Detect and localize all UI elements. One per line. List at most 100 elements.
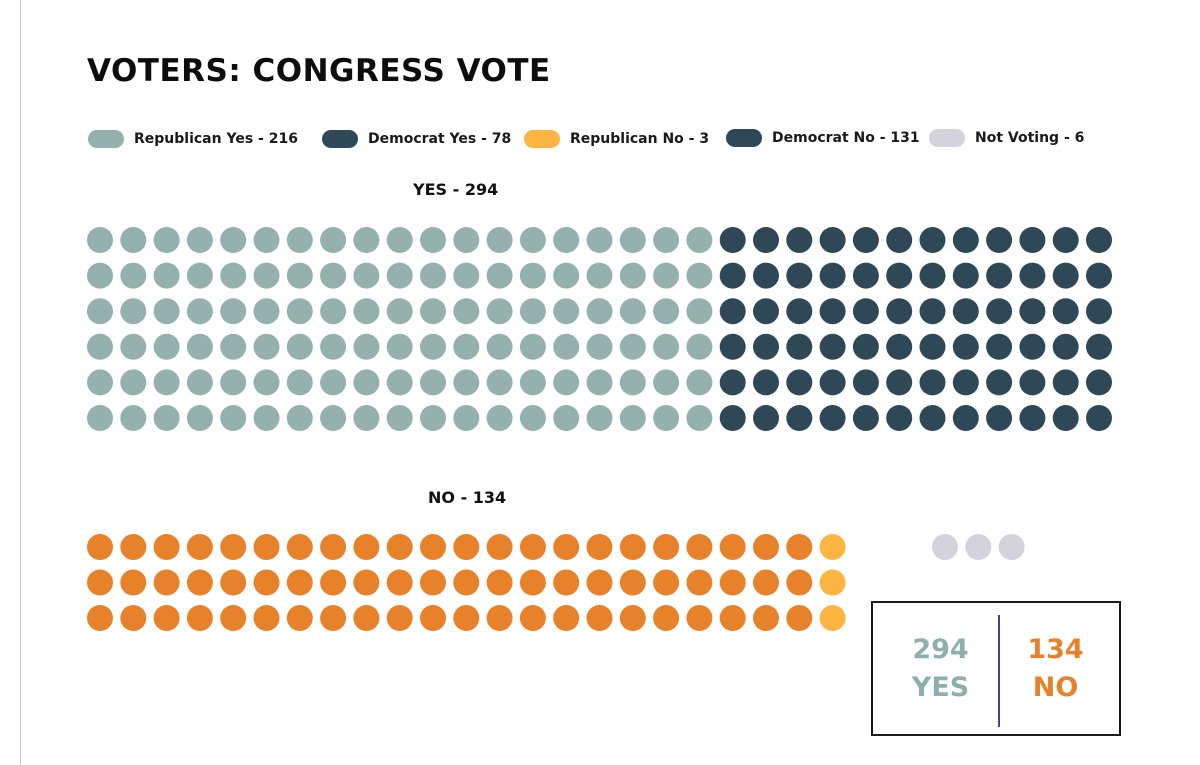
yes-dot-republican-yes (519, 369, 546, 396)
yes-dot-democrat-yes (919, 369, 946, 396)
legend-swatch-republican-yes (88, 130, 124, 148)
no-dot-democrat-no (320, 534, 347, 560)
yes-dot-republican-yes (286, 227, 313, 253)
yes-dot-republican-yes (453, 369, 480, 396)
no-dot-democrat-no (320, 605, 347, 631)
no-dot-democrat-no (87, 605, 113, 631)
yes-dot-democrat-yes (952, 227, 979, 253)
no-dot-democrat-no (186, 605, 213, 631)
total-yes: 294 YES (878, 631, 1003, 707)
yes-dot-republican-yes (486, 227, 513, 253)
no-dot-democrat-no (120, 605, 147, 631)
yes-dot-republican-yes (586, 227, 613, 253)
yes-dot-republican-yes (220, 333, 247, 360)
no-dot-democrat-no (753, 569, 779, 596)
no-dot-democrat-no (686, 605, 713, 631)
no-dot-democrat-no (286, 569, 313, 596)
no-dot-democrat-no (553, 534, 580, 560)
no-dot-democrat-no (153, 534, 180, 560)
yes-dot-republican-yes (286, 262, 313, 289)
no-dot-democrat-no (619, 534, 646, 560)
yes-dot-democrat-yes (986, 369, 1013, 396)
yes-dot-republican-yes (420, 369, 446, 396)
legend-swatch-not-voting (929, 129, 965, 147)
yes-dot-republican-yes (353, 369, 380, 396)
yes-dot-republican-yes (619, 333, 646, 360)
yes-dot-republican-yes (286, 333, 313, 360)
yes-dot-democrat-yes (1086, 333, 1112, 360)
yes-dot-republican-yes (253, 298, 280, 325)
yes-dot-democrat-yes (886, 262, 913, 289)
no-dot-democrat-no (586, 534, 613, 560)
yes-dot-democrat-yes (819, 262, 846, 289)
yes-dot-democrat-yes (1052, 227, 1079, 253)
yes-dot-republican-yes (120, 333, 147, 360)
yes-dot-republican-yes (353, 298, 380, 325)
yes-dot-republican-yes (686, 227, 713, 253)
yes-dot-republican-yes (386, 405, 413, 431)
yes-dot-republican-yes (286, 298, 313, 325)
yes-dot-democrat-yes (1086, 262, 1112, 289)
yes-dot-democrat-yes (886, 369, 913, 396)
yes-dot-republican-yes (353, 262, 380, 289)
yes-dot-republican-yes (153, 298, 180, 325)
yes-dot-republican-yes (320, 227, 347, 253)
yes-dot-democrat-yes (919, 333, 946, 360)
yes-dot-republican-yes (619, 227, 646, 253)
legend-item-republican-no: Republican No - 3 (524, 128, 709, 150)
yes-dot-democrat-yes (952, 262, 979, 289)
no-dot-democrat-no (653, 534, 680, 560)
yes-dot-democrat-yes (819, 405, 846, 431)
yes-dot-republican-yes (220, 262, 247, 289)
yes-dot-republican-yes (120, 298, 147, 325)
yes-dot-republican-yes (186, 333, 213, 360)
yes-dot-republican-yes (686, 405, 713, 431)
no-dot-democrat-no (353, 569, 380, 596)
yes-dot-democrat-yes (1086, 369, 1112, 396)
yes-dot-republican-yes (619, 262, 646, 289)
no-dot-democrat-no (519, 534, 546, 560)
yes-dot-democrat-yes (1052, 262, 1079, 289)
yes-dot-democrat-yes (919, 298, 946, 325)
yes-dot-republican-yes (486, 405, 513, 431)
yes-dot-republican-yes (220, 227, 247, 253)
yes-dot-democrat-yes (886, 298, 913, 325)
yes-dot-democrat-yes (786, 298, 813, 325)
no-dot-democrat-no (753, 605, 779, 631)
yes-dot-democrat-yes (753, 369, 779, 396)
no-dot-democrat-no (253, 605, 280, 631)
yes-dot-republican-yes (87, 369, 113, 396)
no-dot-democrat-no (286, 605, 313, 631)
yes-dot-democrat-yes (986, 405, 1013, 431)
legend-item-democrat-no: Democrat No - 131 (726, 127, 920, 149)
yes-dot-republican-yes (220, 298, 247, 325)
no-dot-democrat-no (519, 569, 546, 596)
yes-dot-republican-yes (320, 333, 347, 360)
yes-dot-republican-yes (653, 369, 680, 396)
yes-dot-republican-yes (420, 405, 446, 431)
yes-dot-democrat-yes (1019, 369, 1046, 396)
no-dot-democrat-no (786, 534, 813, 560)
no-dot-democrat-no (153, 569, 180, 596)
yes-dot-democrat-yes (819, 333, 846, 360)
no-dot-democrat-no (120, 569, 147, 596)
yes-dot-republican-yes (353, 227, 380, 253)
yes-dot-republican-yes (87, 227, 113, 253)
no-dot-democrat-no (353, 534, 380, 560)
yes-dot-democrat-yes (1019, 227, 1046, 253)
yes-dot-republican-yes (453, 262, 480, 289)
yes-dot-democrat-yes (786, 333, 813, 360)
yes-section-label: YES - 294 (413, 180, 499, 199)
yes-dot-republican-yes (486, 333, 513, 360)
yes-dot-democrat-yes (986, 333, 1013, 360)
legend-label-republican-no: Republican No - 3 (570, 131, 710, 147)
yes-dot-republican-yes (386, 333, 413, 360)
no-dot-democrat-no (719, 569, 746, 596)
yes-dot-republican-yes (186, 369, 213, 396)
legend-swatch-democrat-no (726, 129, 762, 147)
yes-dot-democrat-yes (919, 405, 946, 431)
no-dot-democrat-no (553, 569, 580, 596)
not-voting-dot (932, 534, 958, 560)
no-dot-democrat-no (486, 605, 513, 631)
